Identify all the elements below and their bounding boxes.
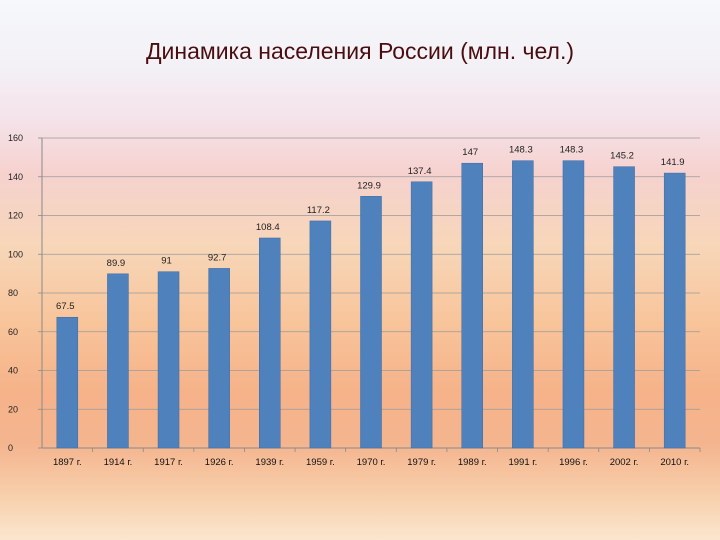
data-label: 67.5 (56, 301, 75, 312)
data-label: 92.7 (208, 252, 227, 263)
x-tick-label: 1914 г. (104, 457, 133, 468)
chart-title: Динамика населения России (млн. чел.) (145, 38, 574, 64)
x-tick-label: 1917 г. (154, 457, 183, 468)
bar (208, 268, 230, 449)
bar (410, 181, 433, 449)
bar (613, 166, 635, 449)
bar (56, 316, 79, 449)
bar (259, 237, 281, 449)
data-label: 129.9 (357, 180, 381, 191)
x-tick-label: 1989 г. (458, 457, 487, 468)
y-tick-label: 40 (8, 366, 18, 376)
x-tick-label: 1996 г. (559, 457, 588, 468)
data-label: 91 (161, 256, 172, 267)
x-tick-label: 2002 г. (610, 457, 639, 468)
y-tick-label: 160 (8, 133, 23, 143)
bar (461, 162, 483, 449)
bar (663, 172, 686, 449)
data-label: 108.4 (256, 222, 280, 233)
y-tick-label: 140 (8, 172, 23, 182)
y-tick-label: 100 (8, 249, 23, 259)
data-label: 148.3 (509, 145, 533, 156)
y-tick-label: 0 (8, 443, 13, 453)
data-label: 117.2 (307, 205, 330, 216)
x-tick-label: 1959 г. (306, 457, 335, 468)
x-tick-label: 1991 г. (508, 457, 537, 468)
data-label: 89.9 (107, 258, 126, 269)
labels: 0 20 40 60 80 100 120 140 160 67.5 1897 г. 89.9 1914… (8, 133, 689, 468)
x-tick-label: 1897 г. (53, 457, 82, 468)
data-label: 137.4 (408, 166, 432, 177)
x-tick-label: 1939 г. (255, 457, 284, 468)
data-label: 145.2 (610, 151, 634, 162)
x-tick-label: 1970 г. (357, 457, 386, 468)
bar (309, 220, 332, 449)
x-tick-label: 1979 г. (407, 457, 436, 468)
y-tick-label: 60 (8, 327, 18, 337)
y-tick-label: 20 (8, 404, 18, 414)
y-tick-label: 80 (8, 288, 18, 298)
data-label: 141.9 (661, 157, 685, 168)
x-tick-label: 2010 г. (660, 457, 689, 468)
bar (157, 271, 180, 449)
bar (562, 160, 585, 449)
bar (107, 273, 129, 449)
bar (512, 160, 534, 449)
data-label: 147 (462, 147, 478, 158)
data-label: 148.3 (560, 145, 584, 156)
bars (56, 160, 686, 449)
x-tick-label: 1926 г. (205, 457, 234, 468)
y-tick-label: 120 (8, 211, 23, 221)
bar (360, 196, 382, 449)
